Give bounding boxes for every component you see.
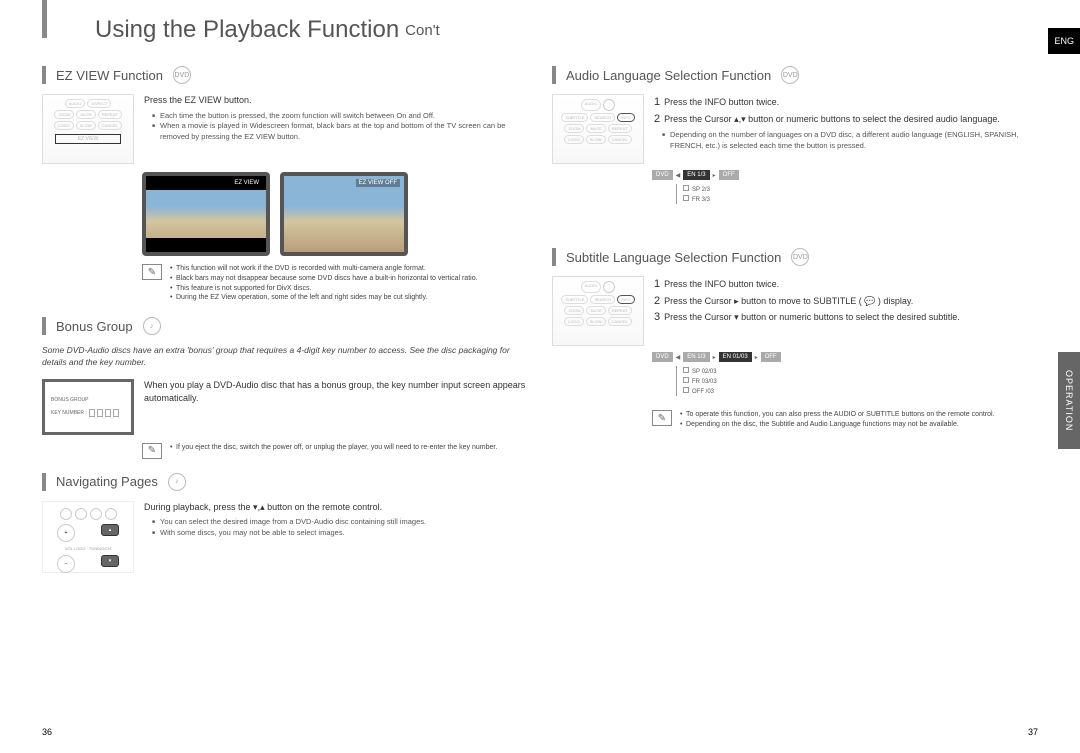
tv-ezview-off: EZ VIEW OFF <box>280 172 408 256</box>
audio-step1: Press the INFO button twice. <box>664 97 779 107</box>
audio-title: Audio Language Selection Function <box>566 68 771 83</box>
note-item: Black bars may not disappear because som… <box>170 274 478 284</box>
note-item: If you eject the disc, switch the power … <box>170 443 497 453</box>
subtitle-title: Subtitle Language Selection Function <box>566 250 781 265</box>
audio-lang-strip: DVD ◀ EN 1/3 ▸ OFF <box>652 170 1038 180</box>
audio-instructions: 1Press the INFO button twice. 2Press the… <box>654 94 1038 164</box>
nav-step: During playback, press the ▾,▴ button on… <box>144 501 426 515</box>
remote-illustration: AUDIO SUBTITLESEARCHINFO ZOOMMUTEREPEAT … <box>552 94 644 164</box>
bonus-screen: BONUS GROUP KEY NUMBER : <box>42 379 134 435</box>
nav-remote-illustration: +▴ VOL LOGO · TUNING/CH −▾ <box>42 501 134 573</box>
note-item: During the EZ View operation, some of th… <box>170 293 478 303</box>
ezview-step: Press the EZ VIEW button. <box>144 94 528 108</box>
bonus-body: When you play a DVD-Audio disc that has … <box>144 379 528 435</box>
audio-lang-list: SP 2/3 FR 3/3 <box>676 184 1038 204</box>
nav-heading: Navigating Pages ♪ <box>42 473 528 491</box>
subtitle-lang-list: SP 02/03 FR 03/03 OFF /03 <box>676 366 1038 396</box>
remote-illustration: AUDIO SUBTITLESEARCHINFO ZOOMMUTEREPEAT … <box>552 276 644 346</box>
bonus-intro: Some DVD-Audio discs have an extra 'bonu… <box>42 345 528 369</box>
note-icon: ✎ <box>652 410 672 426</box>
sub-step2: Press the Cursor ▸ button to move to SUB… <box>664 296 913 306</box>
page-title: Using the Playback Function Con't <box>42 0 1080 38</box>
dvd-icon: DVD <box>791 248 809 266</box>
title-cont: Con't <box>405 23 440 38</box>
sub-step1: Press the INFO button twice. <box>664 279 779 289</box>
page-number-right: 37 <box>1028 727 1038 737</box>
nav-title: Navigating Pages <box>56 474 158 489</box>
audio-heading: Audio Language Selection Function DVD <box>552 66 1038 84</box>
bonus-notes: ✎ If you eject the disc, switch the powe… <box>142 443 528 459</box>
ezview-title: EZ VIEW Function <box>56 68 163 83</box>
ezview-heading: EZ VIEW Function DVD <box>42 66 528 84</box>
note-item: This feature is not supported for DivX d… <box>170 284 478 294</box>
remote-illustration: AUDIOASPECT ZOOMMUTEREPEAT LOGOSLOWCANCE… <box>42 94 134 164</box>
note-icon: ✎ <box>142 264 162 280</box>
language-tab: ENG <box>1048 28 1080 54</box>
subtitle-lang-strip: DVD ◀ EN 1/3 ▸ EN 01/03 ▸ OFF <box>652 352 1038 362</box>
tv-screenshots: EZ VIEW EZ VIEW OFF <box>142 172 528 256</box>
note-item: This function will not work if the DVD i… <box>170 264 478 274</box>
ezview-notes: ✎ This function will not work if the DVD… <box>142 264 528 303</box>
audio-step2: Press the Cursor ▴,▾ button or numeric b… <box>664 114 1000 124</box>
nav-instructions: During playback, press the ▾,▴ button on… <box>144 501 426 573</box>
note-item: Depending on the disc, the Subtitle and … <box>680 420 995 430</box>
bonus-heading: Bonus Group ♪ <box>42 317 528 335</box>
ezview-bullet: Each time the button is pressed, the zoo… <box>152 111 528 122</box>
tv-ezview-on: EZ VIEW <box>142 172 270 256</box>
dvd-icon: DVD <box>173 66 191 84</box>
dvd-icon: DVD <box>781 66 799 84</box>
bonus-title: Bonus Group <box>56 319 133 334</box>
subtitle-instructions: 1Press the INFO button twice. 2Press the… <box>654 276 960 346</box>
subtitle-heading: Subtitle Language Selection Function DVD <box>552 248 1038 266</box>
audio-bullet: Depending on the number of languages on … <box>662 130 1038 151</box>
dvd-audio-icon: ♪ <box>168 473 186 491</box>
nav-bullet: You can select the desired image from a … <box>152 517 426 528</box>
page-number-left: 36 <box>42 727 52 737</box>
nav-bullet: With some discs, you may not be able to … <box>152 528 426 539</box>
note-item: To operate this function, you can also p… <box>680 410 995 420</box>
dvd-audio-icon: ♪ <box>143 317 161 335</box>
sub-step3: Press the Cursor ▾ button or numeric but… <box>664 312 960 322</box>
right-column: Audio Language Selection Function DVD AU… <box>552 58 1038 579</box>
ezview-instructions: Press the EZ VIEW button. Each time the … <box>144 94 528 164</box>
operation-tab: OPERATION <box>1058 352 1080 449</box>
ezview-bullet: When a movie is played in Widescreen for… <box>152 121 528 142</box>
title-text: Using the Playback Function <box>95 18 399 42</box>
subtitle-notes: ✎ To operate this function, you can also… <box>652 410 1038 430</box>
note-icon: ✎ <box>142 443 162 459</box>
left-column: EZ VIEW Function DVD AUDIOASPECT ZOOMMUT… <box>42 58 528 579</box>
